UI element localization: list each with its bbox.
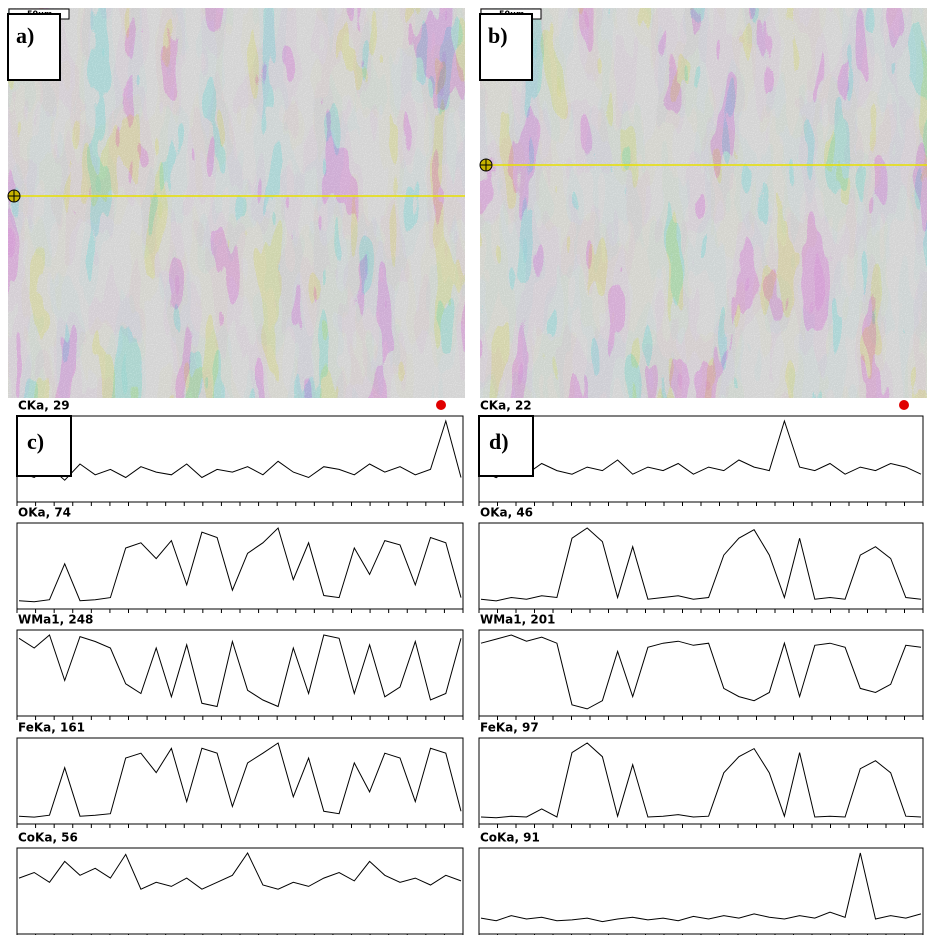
sem-image: -50µma) [7,8,465,398]
panel-label: d) [489,429,509,454]
channel-label: FeKa, 97 [480,721,539,735]
sem-images: -50µma)-50µmb) [7,8,927,398]
panel-label: c) [27,429,44,454]
status-dot [899,400,909,410]
panel-label: b) [488,23,508,48]
profile-frame [478,415,924,503]
profile-panel: WMa1, 248 [16,613,464,720]
sem-image: -50µmb) [479,8,927,398]
channel-label: OKa, 46 [480,506,533,520]
channel-label: FeKa, 161 [18,721,85,735]
profile-panel: OKa, 46 [478,506,924,613]
profile-line [480,527,922,602]
profile-line [18,634,462,708]
channel-label: CoKa, 56 [18,831,78,845]
profile-frame [16,847,464,935]
profile-panel: CKa, 22 d) [478,399,924,506]
line-profiles: CKa, 29 c) OKa, 74 WMa1, 248 FeKa, 161 CoKa, … [16,399,924,935]
profile-frame [16,737,464,825]
profile-line [18,527,462,603]
profile-panel: CoKa, 56 [16,831,464,935]
panel-label-box [16,415,72,477]
channel-label: CKa, 22 [480,399,532,413]
profile-frame [478,522,924,610]
profile-panel: FeKa, 161 [16,721,464,828]
profile-line [480,419,922,479]
profile-frame [478,737,924,825]
profile-panel: FeKa, 97 [478,721,924,828]
panel-label-box [478,415,534,477]
panel-label: a) [16,23,34,48]
profile-line [18,742,462,818]
channel-label: CKa, 29 [18,399,70,413]
profile-frame [16,522,464,610]
channel-label: OKa, 74 [18,506,71,520]
panel-label-box [479,13,533,81]
profile-frame [478,629,924,717]
channel-label: WMa1, 201 [480,613,555,627]
profile-panel: CKa, 29 c) [16,399,464,506]
profile-panel: CoKa, 91 [478,831,924,935]
channel-label: CoKa, 91 [480,831,540,845]
profile-line [480,634,922,710]
micrograph [480,8,927,398]
panel-label-box [7,13,61,81]
profile-panel: OKa, 74 [16,506,464,613]
profile-line [480,852,922,923]
channel-label: WMa1, 248 [18,613,93,627]
profile-panel: WMa1, 201 [478,613,924,720]
profile-line [480,742,922,819]
profile-frame [16,629,464,717]
micrograph [8,8,465,398]
profile-frame [16,415,464,503]
status-dot [436,400,446,410]
profile-line [18,852,462,890]
profile-line [18,419,462,481]
profile-frame [478,847,924,935]
